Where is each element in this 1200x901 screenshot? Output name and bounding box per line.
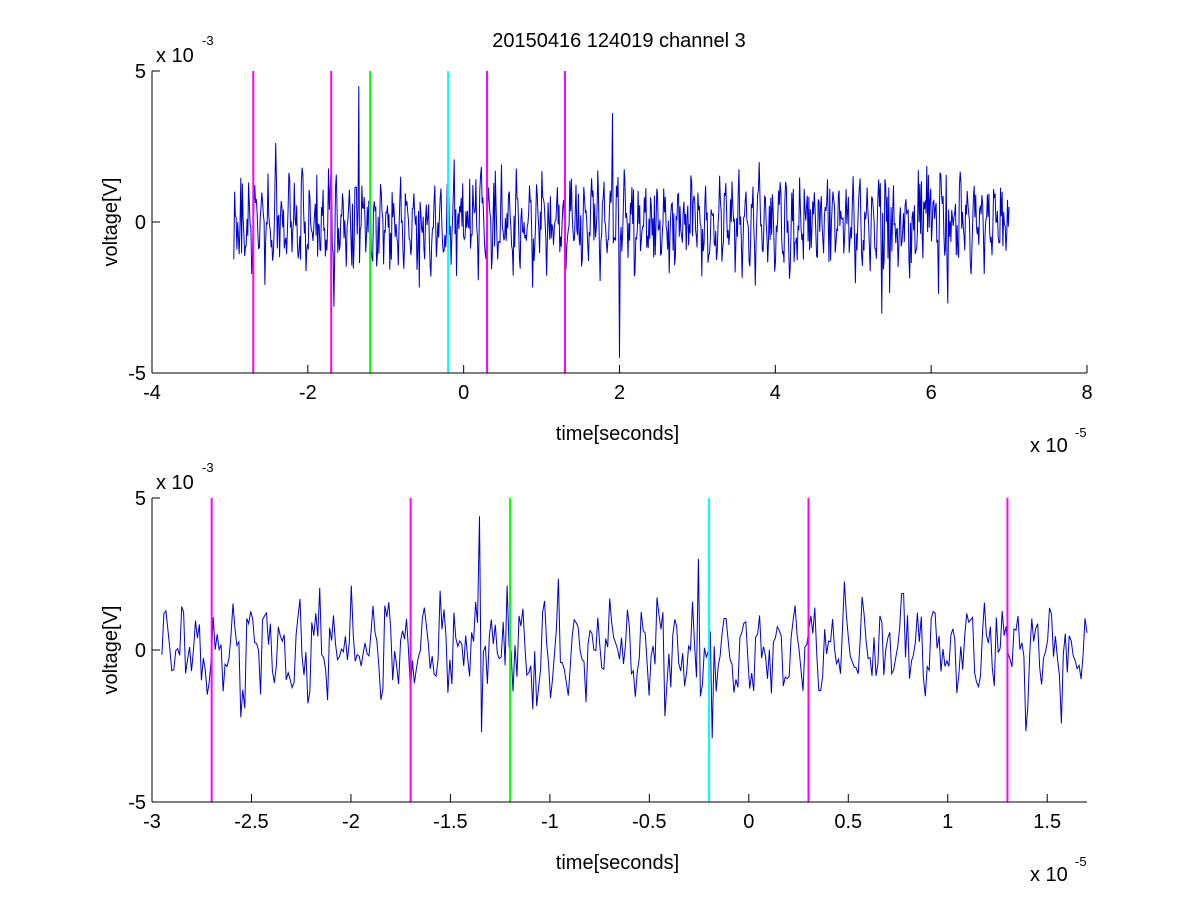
x-tick-label: 8	[1081, 382, 1092, 404]
subplot-top: -4 -2 0 2 4 6 8 -5 0 5 time[seconds] voltage[V] x 10…	[100, 33, 1093, 457]
x-tick-label: 0.5	[834, 811, 862, 833]
x-exponent-label: x 10	[1030, 435, 1068, 457]
x-tick-label: 0	[743, 811, 754, 833]
y-exponent-label: x 10	[156, 472, 194, 494]
y-axis-label: voltage[V]	[100, 606, 122, 695]
signal-trace-line	[233, 86, 1010, 358]
x-exponent-power: -5	[1075, 854, 1087, 869]
x-tick-label: 6	[926, 382, 937, 404]
x-tick-label: 1	[942, 811, 953, 833]
x-tick-label: 2	[614, 382, 625, 404]
y-tick-label: 5	[135, 488, 146, 510]
y-exponent-label: x 10	[156, 45, 194, 67]
x-tick-label: -3	[143, 811, 161, 833]
x-tick-label: -4	[143, 382, 161, 404]
x-tick-label: -2.5	[234, 811, 268, 833]
x-tick-label: 1.5	[1033, 811, 1061, 833]
x-tick-label: 0	[458, 382, 469, 404]
y-tick-label: 5	[135, 61, 146, 83]
x-axis-label: time[seconds]	[556, 852, 679, 874]
signal-trace-line	[161, 516, 1088, 739]
x-exponent-power: -5	[1075, 425, 1087, 440]
x-tick-label: -2	[342, 811, 360, 833]
y-exponent-power: -3	[202, 33, 214, 48]
y-axis-label: voltage[V]	[100, 178, 122, 267]
y-tick-label: 0	[135, 212, 146, 234]
x-exponent-label: x 10	[1030, 864, 1068, 886]
x-tick-label: -1	[541, 811, 559, 833]
figure-title: 20150416 124019 channel 3	[492, 30, 746, 52]
y-tick-label: -5	[128, 363, 146, 385]
y-tick-label: 0	[135, 640, 146, 662]
y-exponent-power: -3	[202, 460, 214, 475]
subplot-bottom: -3 -2.5 -2 -1.5 -1 -0.5 0 0.5 1 1.5 -5 0 5 time[secon…	[100, 460, 1088, 886]
x-tick-label: -2	[299, 382, 317, 404]
x-tick-label: -1.5	[433, 811, 467, 833]
y-tick-label: -5	[128, 792, 146, 814]
x-axis-label: time[seconds]	[556, 423, 679, 445]
x-tick-label: -0.5	[632, 811, 666, 833]
x-tick-label: 4	[770, 382, 781, 404]
